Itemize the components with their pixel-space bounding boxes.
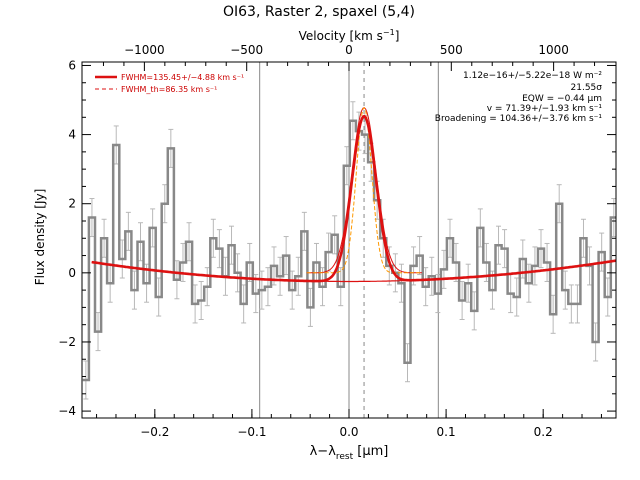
annotation-velocity: v = 71.39+/−1.93 km s⁻¹ bbox=[487, 104, 603, 114]
y-tick-label: −2 bbox=[58, 335, 76, 349]
data-series bbox=[82, 101, 617, 400]
velocity-axis-label: Velocity [km s−1] bbox=[299, 28, 400, 43]
annotation-flux: 1.12e−16+/−5.22e−18 W m⁻² bbox=[463, 71, 602, 81]
x-axis-label: λ−λrest [μm] bbox=[310, 444, 389, 462]
x-tick-label: 0.1 bbox=[437, 425, 456, 439]
velocity-tick-label: −500 bbox=[230, 43, 263, 57]
plot-axes: −0.2 −0.1 0.0 0.1 0.2 −1000 −500 0 500 1000 −4 −2 0 2… bbox=[58, 43, 617, 439]
annotation-broadening: Broadening = 104.36+/−3.76 km s⁻¹ bbox=[435, 114, 603, 124]
fit-annotations: 1.12e−16+/−5.22e−18 W m⁻² 21.55σ EQW = −… bbox=[435, 71, 603, 124]
annotation-eqw: EQW = −0.44 μm bbox=[522, 94, 602, 104]
y-tick-label: −4 bbox=[58, 404, 76, 418]
legend-entry-fwhm: FWHM=135.45+/−4.88 km s⁻¹ bbox=[121, 73, 244, 82]
x-tick-label: 0.2 bbox=[534, 425, 553, 439]
y-tick-label: 6 bbox=[68, 58, 76, 72]
velocity-tick-label: 0 bbox=[345, 43, 353, 57]
data-step-line bbox=[82, 119, 616, 382]
y-tick-label: 2 bbox=[68, 197, 76, 211]
total-fit-curve bbox=[91, 114, 617, 283]
velocity-tick-label: −1000 bbox=[124, 43, 165, 57]
fit-curves bbox=[91, 106, 617, 283]
x-tick-label: −0.1 bbox=[237, 425, 266, 439]
legend-entry-fwhm-th: FWHM_th=86.35 km s⁻¹ bbox=[121, 85, 217, 94]
annotation-significance: 21.55σ bbox=[571, 83, 603, 93]
velocity-tick-label: 500 bbox=[440, 43, 463, 57]
y-tick-label: 4 bbox=[68, 128, 76, 142]
x-tick-label: 0.0 bbox=[339, 425, 358, 439]
velocity-tick-label: 1000 bbox=[538, 43, 569, 57]
legend: FWHM=135.45+/−4.88 km s⁻¹ FWHM_th=86.35 … bbox=[95, 73, 244, 94]
y-tick-label: 0 bbox=[68, 266, 76, 280]
x-tick-label: −0.2 bbox=[140, 425, 169, 439]
chart-title: OI63, Raster 2, spaxel (5,4) bbox=[223, 4, 415, 20]
y-axis-label: Flux density [Jy] bbox=[33, 189, 47, 286]
thermal-width-curve bbox=[306, 106, 422, 274]
